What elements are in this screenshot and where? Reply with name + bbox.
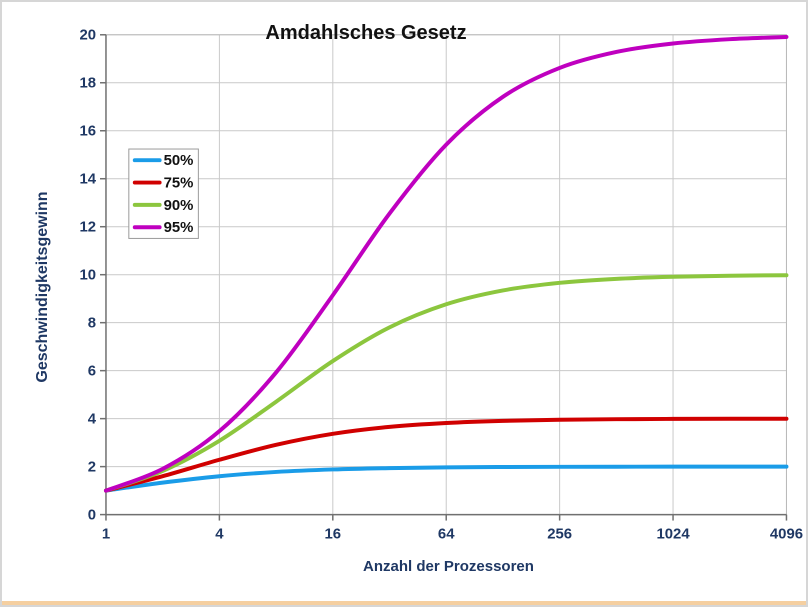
x-tick-label: 1 <box>102 526 110 542</box>
series-line-75% <box>103 416 789 493</box>
bottom-accent-strip <box>2 601 806 605</box>
x-axis-title: Anzahl der Prozessoren <box>363 558 534 575</box>
y-tick-label: 2 <box>88 460 96 476</box>
y-tick-label: 8 <box>88 316 96 332</box>
legend-item: 90% <box>132 198 194 214</box>
x-tick-label: 4 <box>215 526 224 542</box>
chart-title: Amdahlsches Gesetz <box>265 22 467 44</box>
series-line-90% <box>103 273 789 493</box>
x-tick-label: 1024 <box>656 526 690 542</box>
y-axis-title: Geschwindigkeitsgewinn <box>34 191 51 383</box>
series-line-50% <box>103 464 789 493</box>
y-tick-label: 16 <box>79 124 96 140</box>
series-line-95% <box>103 35 789 493</box>
y-tick-label: 0 <box>88 508 96 524</box>
y-tick-label: 6 <box>88 364 96 380</box>
legend-box <box>128 148 199 239</box>
legend-label: 50% <box>164 153 194 169</box>
y-tick-label: 4 <box>88 412 97 428</box>
legend-item: 75% <box>132 176 194 192</box>
x-tick-label: 16 <box>325 526 342 542</box>
y-tick-label: 12 <box>79 220 96 236</box>
y-tick-label: 14 <box>79 172 96 188</box>
x-tick-label: 256 <box>547 526 572 542</box>
legend-label: 90% <box>164 198 194 214</box>
x-tick-label: 4096 <box>770 526 803 542</box>
y-tick-label: 18 <box>79 76 96 92</box>
legend-item: 95% <box>132 220 194 236</box>
x-tick-label: 64 <box>438 526 455 542</box>
legend-label: 75% <box>164 176 194 192</box>
legend-label: 95% <box>164 220 194 236</box>
legend: 50% 75% 90% 95% <box>128 148 199 239</box>
y-tick-label: 10 <box>79 268 96 284</box>
legend-item: 50% <box>132 153 194 169</box>
y-tick-label: 20 <box>79 28 96 44</box>
